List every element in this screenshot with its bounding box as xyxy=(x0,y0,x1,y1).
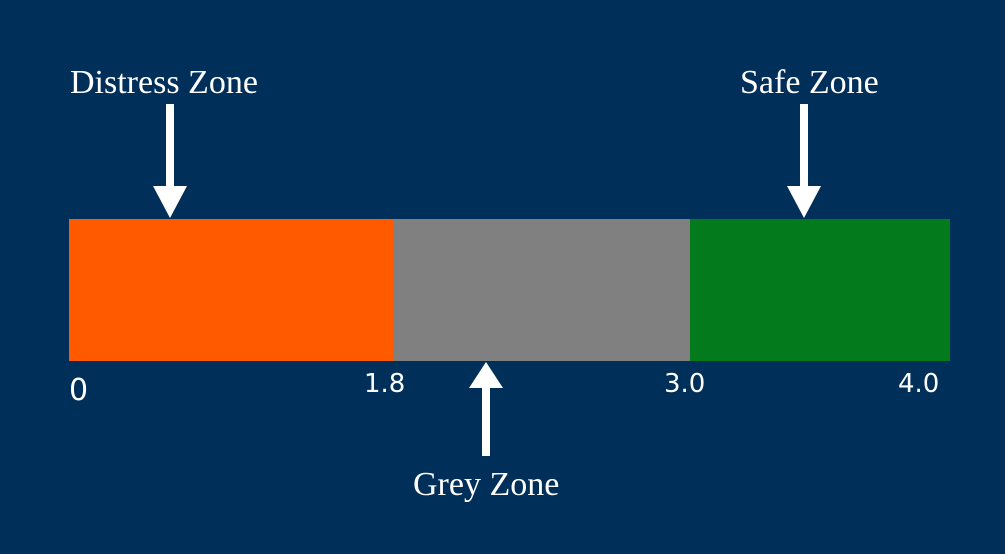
arrow-down-icon xyxy=(787,104,821,218)
arrow-up-icon xyxy=(469,362,503,456)
grey-zone-label: Grey Zone xyxy=(413,466,560,503)
safe-zone-segment xyxy=(690,219,950,361)
tick-label-3-0: 3.0 xyxy=(664,369,706,399)
tick-label-1-8: 1.8 xyxy=(364,369,406,399)
arrow-down-icon xyxy=(153,104,187,218)
distress-zone-label: Distress Zone xyxy=(70,64,258,101)
distress-zone-segment xyxy=(69,219,394,361)
safe-zone-label: Safe Zone xyxy=(740,64,879,101)
tick-label-4-0: 4.0 xyxy=(898,369,940,399)
tick-label-0: 0 xyxy=(69,373,89,408)
grey-zone-segment xyxy=(394,219,690,361)
